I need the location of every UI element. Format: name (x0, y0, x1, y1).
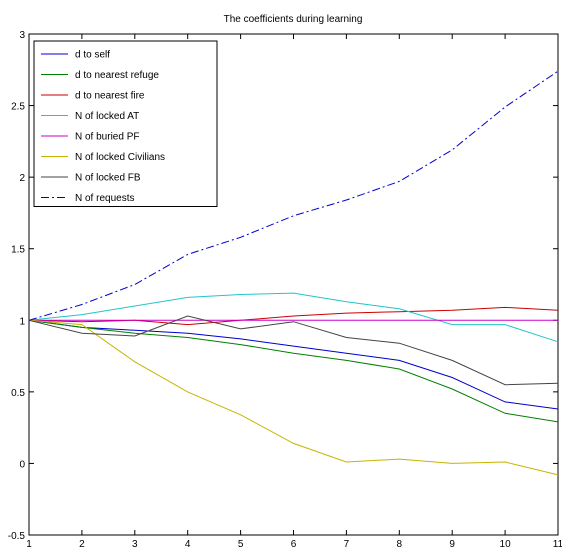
legend-label: N of locked FB (75, 173, 141, 184)
y-tick-label: 3 (19, 30, 25, 41)
series-line-5 (28, 319, 559, 476)
y-tick-label: 0.5 (11, 388, 25, 399)
legend-label: N of buried PF (75, 132, 139, 143)
y-tick-label: 1.5 (11, 245, 25, 256)
x-tick-label: 3 (132, 539, 138, 549)
x-tick-label: 5 (238, 539, 244, 549)
x-tick-label: 10 (500, 539, 512, 549)
series-line-6 (28, 315, 559, 386)
x-tick-label: 8 (397, 539, 403, 549)
series-line-3 (28, 292, 559, 343)
legend-label: N of locked Civilians (75, 152, 165, 163)
series-line-0 (28, 319, 559, 410)
x-tick-label: 6 (291, 539, 297, 549)
x-tick-label: 4 (185, 539, 191, 549)
legend-label: d to self (75, 50, 110, 61)
legend-label: d to nearest refuge (75, 70, 159, 81)
series-lines (28, 70, 559, 476)
x-tick-label: 9 (449, 539, 455, 549)
legend-label: N of requests (75, 193, 134, 204)
legend-label: N of locked AT (75, 111, 139, 122)
legend-label: d to nearest fire (75, 91, 145, 102)
legend: d to self d to nearest refuge d to nearest… (33, 40, 218, 207)
x-tick-label: 2 (79, 539, 85, 549)
y-tick-label: -0.5 (8, 531, 26, 542)
y-tick-label: 0 (19, 459, 25, 470)
y-tick-label: 2.5 (11, 102, 25, 113)
chart-title: The coefficients during learning (224, 14, 363, 25)
x-tick-label: 7 (344, 539, 350, 549)
series-line-7 (28, 70, 559, 321)
x-tick-label: 1 (26, 539, 32, 549)
axis-ticks: 1 2 3 4 5 6 7 8 9 10 11 -0.5 0 0.5 1 1.5 2 2.5 3 (8, 30, 562, 549)
y-tick-label: 1 (19, 316, 25, 327)
series-line-1 (28, 319, 559, 423)
x-tick-label: 11 (553, 539, 562, 549)
y-tick-label: 2 (19, 173, 25, 184)
legend-box (33, 40, 218, 207)
